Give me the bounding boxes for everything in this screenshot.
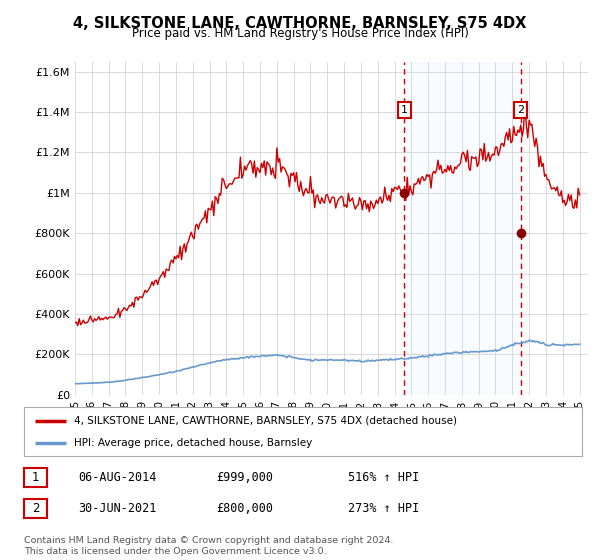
- Text: £999,000: £999,000: [216, 470, 273, 484]
- Text: HPI: Average price, detached house, Barnsley: HPI: Average price, detached house, Barn…: [74, 437, 313, 447]
- Text: 273% ↑ HPI: 273% ↑ HPI: [348, 502, 419, 515]
- Text: 4, SILKSTONE LANE, CAWTHORNE, BARNSLEY, S75 4DX (detached house): 4, SILKSTONE LANE, CAWTHORNE, BARNSLEY, …: [74, 416, 457, 426]
- Text: 2: 2: [517, 105, 524, 115]
- Text: £800,000: £800,000: [216, 502, 273, 515]
- Text: 30-JUN-2021: 30-JUN-2021: [78, 502, 157, 515]
- Text: 1: 1: [32, 470, 39, 484]
- Text: 06-AUG-2014: 06-AUG-2014: [78, 470, 157, 484]
- Bar: [404, 62, 521, 395]
- Text: Price paid vs. HM Land Registry's House Price Index (HPI): Price paid vs. HM Land Registry's House …: [131, 27, 469, 40]
- Text: 516% ↑ HPI: 516% ↑ HPI: [348, 470, 419, 484]
- Text: 1: 1: [401, 105, 408, 115]
- Text: Contains HM Land Registry data © Crown copyright and database right 2024.
This d: Contains HM Land Registry data © Crown c…: [24, 536, 394, 556]
- Text: 2: 2: [32, 502, 39, 515]
- Text: 4, SILKSTONE LANE, CAWTHORNE, BARNSLEY, S75 4DX: 4, SILKSTONE LANE, CAWTHORNE, BARNSLEY, …: [73, 16, 527, 31]
